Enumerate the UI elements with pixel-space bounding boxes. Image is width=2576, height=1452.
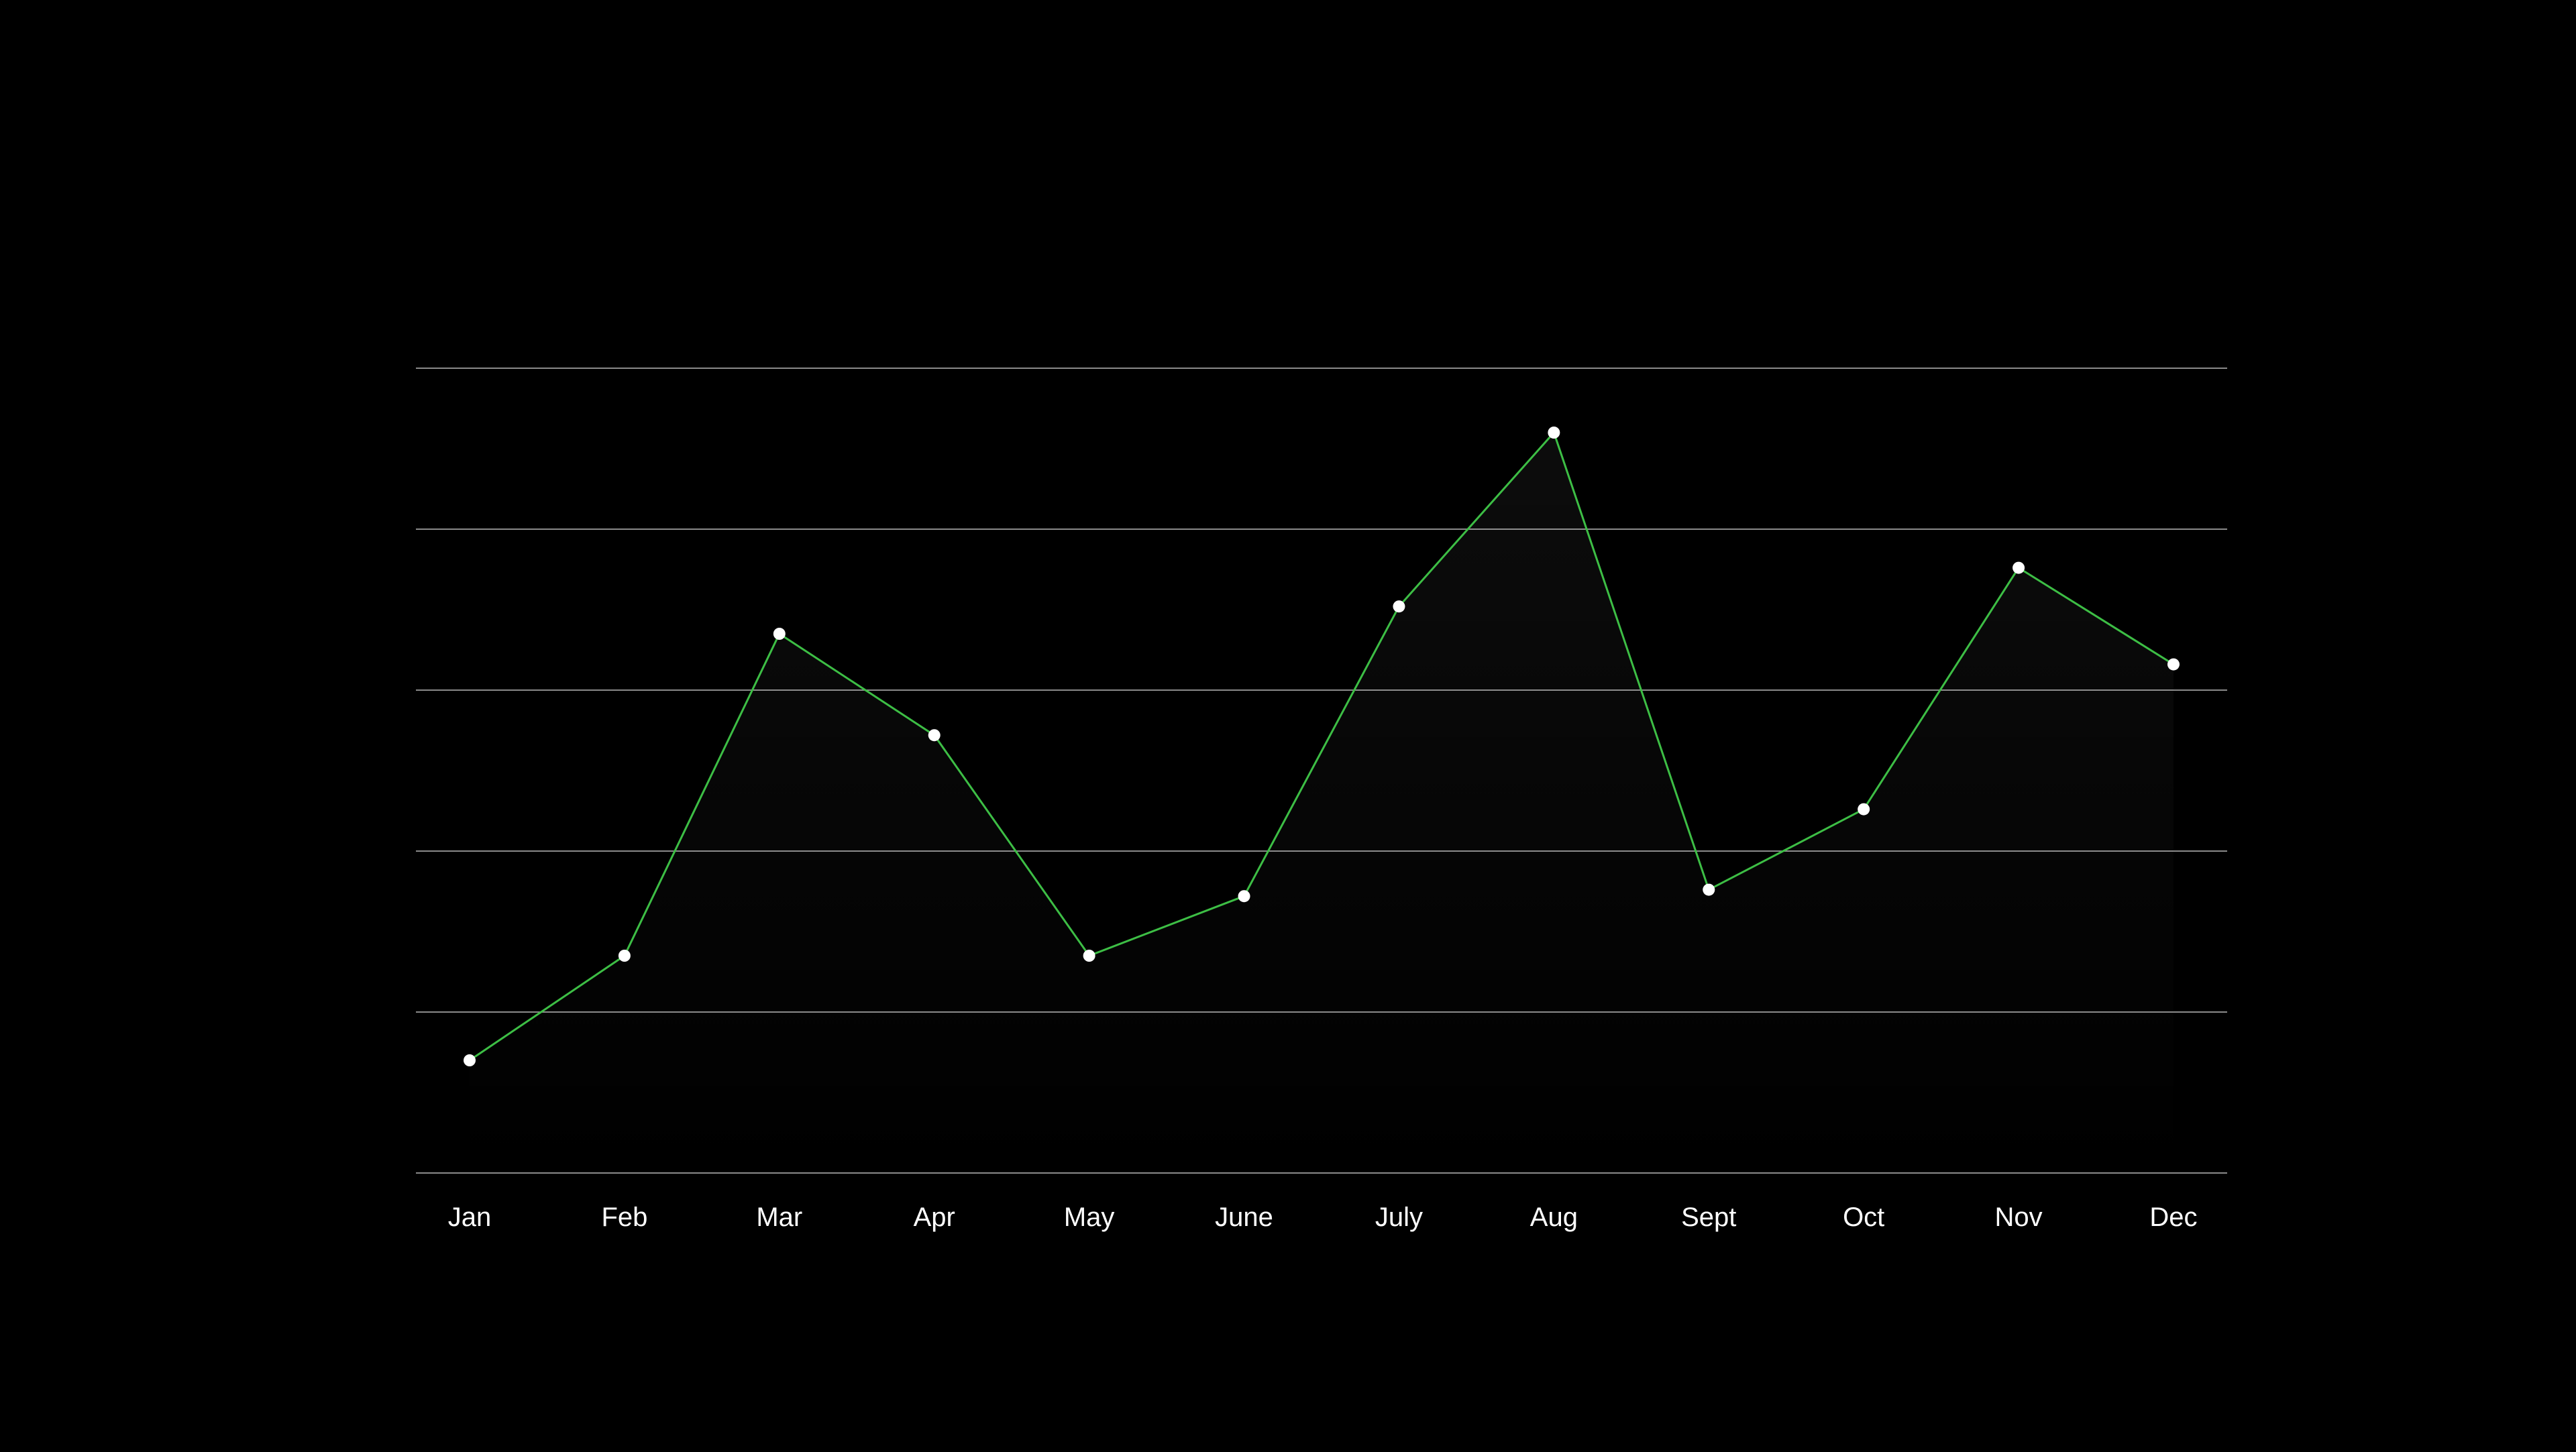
x-tick-label-dec: Dec xyxy=(2149,1203,2197,1232)
x-tick-label-oct: Oct xyxy=(1843,1203,1884,1232)
data-point-july xyxy=(1393,600,1405,613)
series-line xyxy=(468,431,2175,1062)
x-tick-label-feb: Feb xyxy=(601,1203,647,1232)
data-point-apr xyxy=(928,729,941,742)
x-tick-label-jan: Jan xyxy=(448,1203,492,1232)
data-point-aug xyxy=(1548,427,1560,439)
x-tick-label-nov: Nov xyxy=(1995,1203,2043,1232)
x-tick-label-may: May xyxy=(1064,1203,1115,1232)
data-point-mar xyxy=(773,628,786,640)
data-points xyxy=(464,427,2180,1066)
data-point-may xyxy=(1083,950,1095,962)
data-point-feb xyxy=(618,950,631,962)
area-shading xyxy=(470,433,2174,1173)
x-tick-label-sept: Sept xyxy=(1681,1203,1736,1232)
series-line-layer xyxy=(468,431,2175,1062)
x-tick-label-apr: Apr xyxy=(914,1203,955,1232)
data-point-june xyxy=(1238,890,1250,903)
data-point-nov xyxy=(2012,561,2025,574)
x-tick-label-mar: Mar xyxy=(756,1203,802,1232)
series-area xyxy=(470,433,2174,1173)
x-axis-tick-labels: Jan Feb Mar Apr May June July Aug Sept Oct Nov Dec xyxy=(448,1203,2198,1232)
data-point-jan xyxy=(464,1054,476,1066)
data-point-sept xyxy=(1703,883,1715,896)
data-point-oct xyxy=(1858,803,1870,816)
x-tick-label-aug: Aug xyxy=(1530,1203,1578,1232)
data-point-dec xyxy=(2167,658,2180,671)
x-tick-label-june: June xyxy=(1215,1203,1273,1232)
x-tick-label-july: July xyxy=(1375,1203,1423,1232)
